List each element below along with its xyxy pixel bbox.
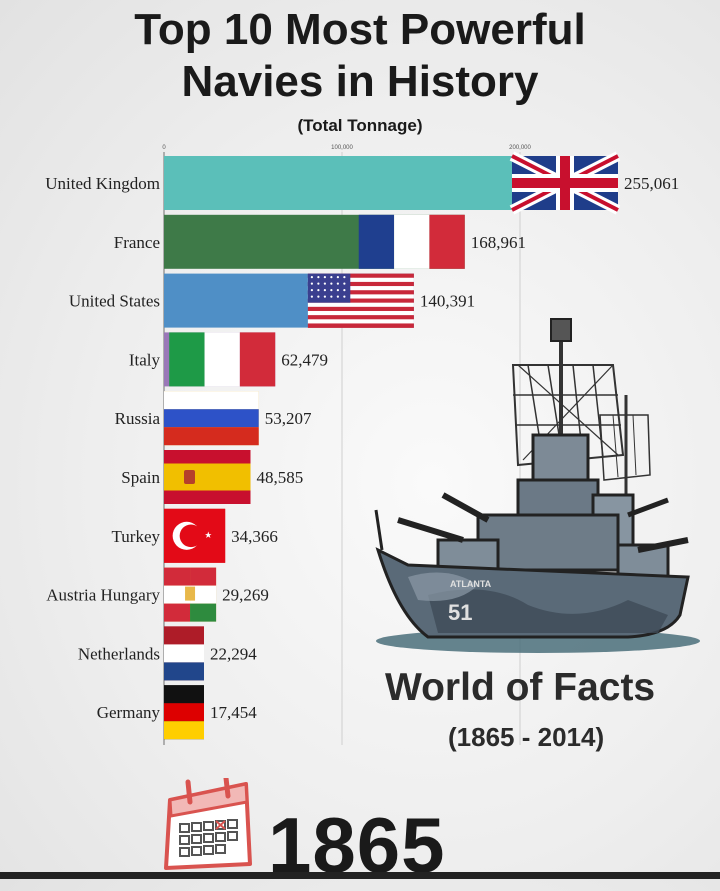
value-label: 48,585	[256, 468, 303, 487]
value-label: 168,961	[471, 233, 526, 252]
bar-group: Turkey 34,366	[112, 508, 278, 563]
usa-flag-icon	[307, 273, 414, 328]
value-label: 34,366	[231, 527, 278, 546]
turkey-flag-icon	[164, 508, 226, 563]
category-label: Netherlands	[78, 644, 160, 663]
russia-flag-icon	[164, 391, 259, 446]
title-line-1: Top 10 Most Powerful	[134, 5, 586, 54]
spain-flag-icon	[164, 450, 251, 504]
x-tick-label: 100,000	[331, 145, 353, 151]
bar-group: Austria Hungary 29,269	[46, 567, 269, 622]
category-label: Germany	[97, 703, 161, 722]
bar-chart: 0 100,000 200,000 United Kingdom 255,061 Fran…	[45, 145, 679, 745]
austria-hungary-flag-icon	[164, 567, 217, 622]
chart-title: Top 10 Most Powerful Navies in History	[0, 4, 720, 108]
category-label: France	[114, 233, 160, 252]
value-label: 53,207	[265, 409, 312, 428]
netherlands-flag-icon	[164, 626, 204, 681]
category-label: Russia	[115, 409, 161, 428]
category-label: Turkey	[112, 527, 161, 546]
hull-name: ATLANTA	[450, 579, 492, 589]
battleship-icon: 51 ATLANTA	[374, 318, 700, 653]
brand-years: (1865 - 2014)	[448, 722, 605, 752]
bar-group: United Kingdom 255,061	[45, 151, 679, 215]
bar-group: Netherlands 22,294	[78, 626, 257, 681]
value-label: 62,479	[281, 350, 328, 369]
category-label: United States	[69, 292, 160, 311]
italy-flag-icon	[169, 332, 276, 387]
value-label: 29,269	[222, 586, 269, 605]
bar-group: Russia 53,207	[115, 391, 312, 446]
value-label: 140,391	[420, 292, 475, 311]
uk-flag-icon	[509, 151, 621, 215]
title-line-2: Navies in History	[181, 57, 539, 106]
germany-flag-icon	[164, 685, 204, 740]
value-label: 17,454	[210, 703, 257, 722]
bar-group: Italy 62,479	[129, 332, 328, 387]
value-label: 255,061	[624, 174, 679, 193]
category-label: United Kingdom	[45, 174, 160, 193]
brand-name: World of Facts	[385, 666, 656, 709]
x-tick-label: 0	[162, 145, 166, 151]
x-tick-label: 200,000	[509, 145, 531, 151]
bar-group: France 168,961	[114, 214, 526, 269]
bar-group: United States 140,391	[69, 273, 475, 328]
france-flag-icon	[358, 214, 465, 269]
video-progress-bar	[0, 872, 720, 879]
value-label: 22,294	[210, 644, 257, 663]
chart-subtitle: (Total Tonnage)	[297, 116, 423, 135]
hull-number: 51	[448, 600, 472, 625]
category-label: Austria Hungary	[46, 586, 160, 605]
bar-group: Germany 17,454	[97, 685, 257, 740]
category-label: Italy	[129, 350, 161, 369]
bar-group: Spain 48,585	[121, 450, 303, 504]
category-label: Spain	[121, 468, 160, 487]
calendar-icon	[164, 778, 252, 870]
